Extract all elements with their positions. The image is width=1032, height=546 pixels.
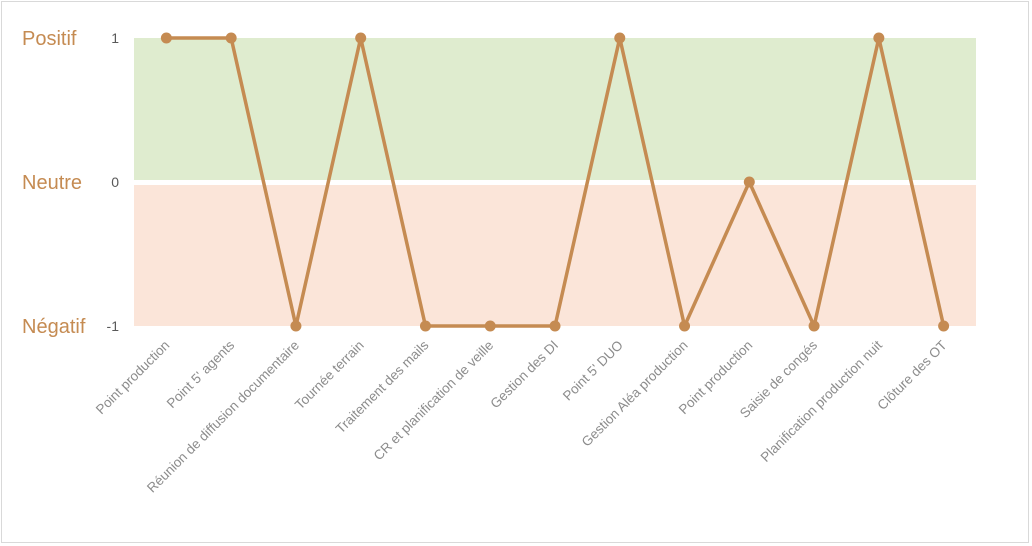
data-point: [679, 320, 691, 332]
data-point: [808, 320, 820, 332]
x-category-label: Point 5' DUO: [560, 338, 626, 404]
data-point: [743, 176, 755, 188]
data-point: [614, 32, 626, 44]
x-category-label: Tournée terrain: [292, 338, 367, 413]
data-point: [355, 32, 367, 44]
zone-label-negative: Négatif: [22, 316, 86, 338]
y-tick-label: 1: [111, 30, 119, 46]
x-category-label: Gestion Aléa production: [579, 338, 691, 450]
y-tick-label: -1: [107, 318, 120, 334]
data-point: [549, 320, 561, 332]
zone-label-neutral: Neutre: [22, 172, 82, 194]
data-point: [419, 320, 431, 332]
positive-band: [134, 38, 976, 180]
data-point: [938, 320, 950, 332]
zone-label-positive: Positif: [22, 28, 77, 50]
data-point: [290, 320, 302, 332]
data-point: [160, 32, 172, 44]
negative-band: [134, 185, 976, 326]
x-category-label: CR et planification de veille: [371, 338, 497, 464]
data-point: [873, 32, 885, 44]
x-category-label: Point production: [93, 338, 173, 418]
x-category-label: Planification production nuit: [758, 337, 886, 465]
data-point: [484, 320, 496, 332]
x-category-label: Clôture des OT: [874, 338, 949, 413]
x-category-label: Point 5' agents: [164, 337, 238, 411]
x-category-label: Gestion des DI: [487, 338, 561, 412]
y-tick-label: 0: [111, 174, 119, 190]
data-point: [225, 32, 237, 44]
